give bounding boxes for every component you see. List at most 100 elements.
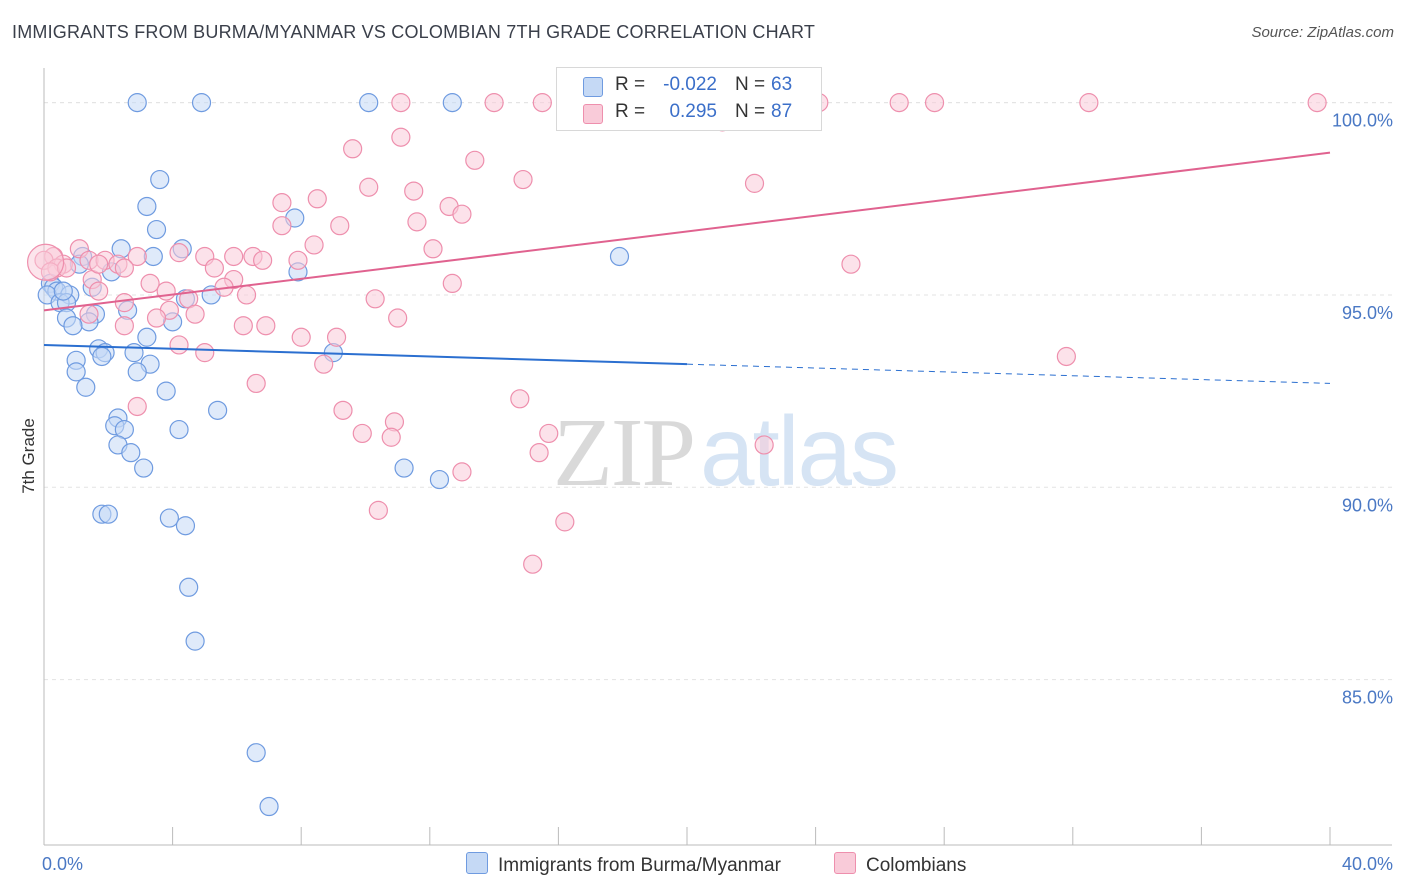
colombian-point (272, 193, 292, 213)
burma-point (185, 631, 205, 651)
colombian-cluster-point (27, 243, 65, 281)
burma-point (63, 316, 83, 336)
y-tick-label: 95.0% (1342, 303, 1393, 323)
burma-point (98, 504, 118, 524)
colombian-point (246, 373, 266, 394)
burma-point (394, 458, 414, 478)
colombian-point (754, 435, 774, 455)
colombian-point (272, 216, 292, 236)
colombian-point (224, 246, 244, 267)
colombian-point (1307, 93, 1327, 113)
colombian-point (1079, 93, 1099, 113)
burma-point (134, 458, 154, 478)
burma-point (246, 743, 266, 763)
colombian-point (368, 500, 388, 520)
burma-point (156, 381, 176, 401)
y-tick-label: 85.0% (1342, 688, 1393, 708)
x-tick-label-max: 40.0% (1342, 854, 1393, 874)
colombian-point (169, 335, 189, 355)
colombian-point (307, 189, 327, 209)
colombian-point (381, 427, 401, 447)
colombian-point (391, 127, 411, 147)
colombian-point (452, 204, 472, 224)
bottom-legend-colombians: Colombians (834, 852, 966, 877)
x-tick-label-min: 0.0% (42, 854, 83, 874)
bottom-swatch-blue (466, 852, 488, 874)
colombian-point (89, 281, 109, 301)
colombian-point (314, 354, 334, 374)
burma-trend-solid (43, 343, 688, 366)
burma-point (137, 196, 157, 217)
burma-point (208, 400, 228, 420)
y-axis-title: 7th Grade (19, 418, 38, 494)
colombian-point (236, 285, 257, 305)
colombian-trend-solid (43, 151, 1331, 312)
colombian-point (513, 169, 533, 190)
colombian-point (1056, 346, 1076, 367)
burma-point (121, 443, 141, 463)
bottom-swatch-pink (834, 852, 856, 874)
colombian-point (114, 258, 134, 278)
colombian-point (79, 304, 99, 324)
colombian-point (407, 212, 427, 232)
y-tick-label: 100.0% (1332, 111, 1393, 131)
burma-point (442, 93, 462, 113)
colombian-point (185, 304, 205, 324)
colombian-point (127, 246, 147, 267)
colombian-point (89, 254, 109, 274)
colombian-point (365, 289, 385, 309)
bottom-legend-label: Immigrants from Burma/Myanmar (498, 855, 781, 876)
legend-n-value: 63 (771, 74, 793, 95)
burma-point (150, 169, 170, 190)
colombian-point (359, 177, 379, 197)
colombian-point (156, 281, 176, 301)
colombian-point (924, 93, 945, 113)
colombian-point (204, 258, 224, 278)
burma-point (179, 577, 199, 597)
colombian-point (114, 293, 134, 313)
colombian-point (529, 443, 549, 463)
y-tick-label: 90.0% (1342, 495, 1393, 515)
legend-swatch-blue (583, 77, 603, 97)
watermark: ZIPatlas (553, 395, 899, 509)
burma-point (76, 377, 96, 397)
colombian-point (304, 235, 324, 255)
colombian-point (256, 316, 276, 336)
colombian-point (523, 554, 543, 574)
colombian-point (539, 423, 559, 444)
legend-swatch-pink (583, 104, 603, 124)
colombian-point (195, 343, 215, 363)
legend-r-value: -0.022 (663, 74, 717, 95)
colombian-point (442, 273, 462, 294)
label-layer: 100.0% 95.0% 90.0% 85.0% 0.0% 40.0% 7th Grade (19, 111, 1393, 874)
points-layer (27, 93, 1327, 817)
burma-point (169, 419, 189, 440)
colombian-point (333, 400, 353, 420)
colombian-point (391, 93, 411, 113)
legend-r-value: 0.295 (669, 101, 717, 122)
colombian-point (253, 250, 273, 270)
burma-point (143, 246, 163, 267)
colombian-point (744, 173, 765, 193)
colombian-point (841, 254, 861, 274)
colombian-point (423, 239, 443, 259)
burma-point (159, 508, 179, 528)
colombian-point (169, 243, 189, 263)
burma-point (92, 346, 112, 367)
colombian-point (465, 150, 485, 170)
burma-point (359, 93, 379, 113)
legend-n-value: 87 (771, 101, 793, 122)
colombian-point (510, 389, 530, 409)
burma-trend-dashed (686, 363, 1331, 384)
burma-point (127, 362, 147, 382)
burma-point (66, 362, 86, 382)
colombian-point (889, 93, 909, 113)
colombian-point (233, 316, 253, 336)
colombian-point (343, 139, 363, 159)
burma-point (146, 219, 167, 240)
bottom-legend-burma: Immigrants from Burma/Myanmar (466, 852, 781, 877)
legend-n-label: N = (735, 101, 766, 122)
colombian-point (288, 250, 308, 270)
colombian-point (330, 216, 350, 236)
trend-layer (43, 151, 1331, 384)
